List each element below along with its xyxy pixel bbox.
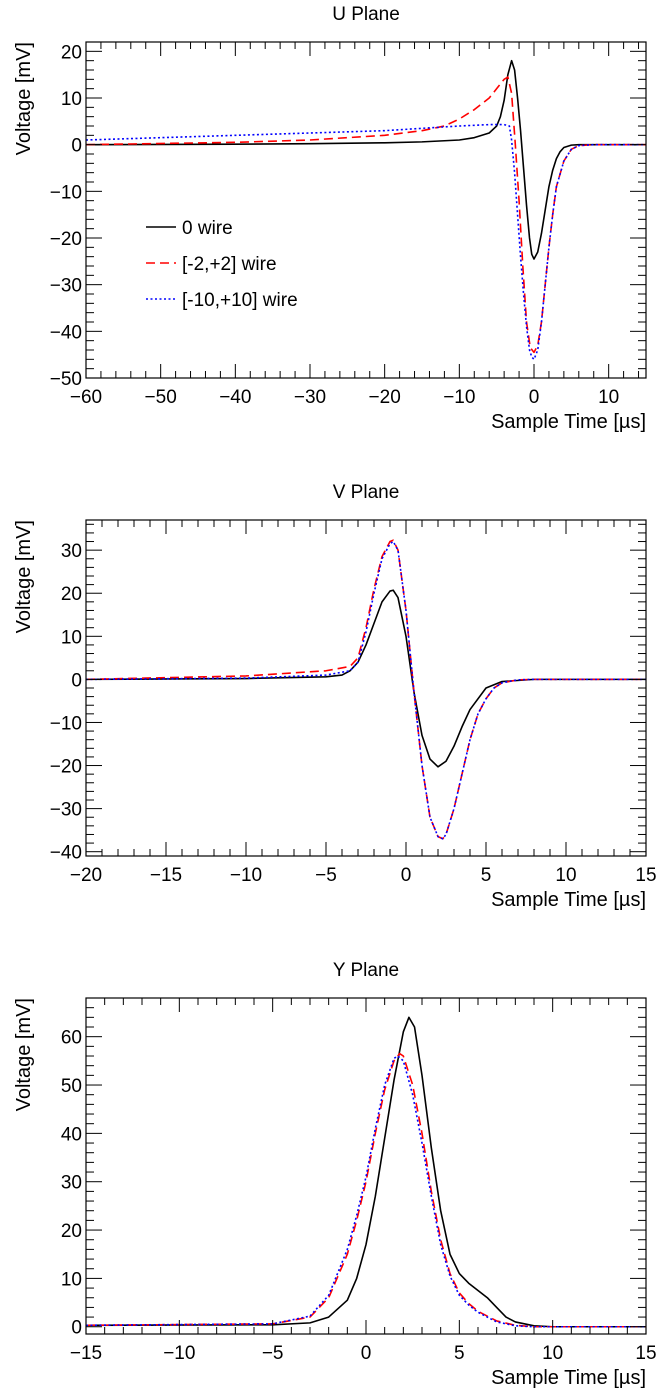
x-tick-label: −50 [145, 387, 177, 408]
series-line-2 [86, 539, 646, 840]
series-line-1 [86, 59, 646, 260]
x-tick-label: −20 [369, 387, 401, 408]
x-tick-label: 10 [555, 865, 576, 886]
x-axis-label: Sample Time [µs] [491, 1367, 646, 1389]
series-line-3 [86, 123, 646, 361]
legend-label-3: [-10,+10] wire [182, 290, 298, 311]
series-group [86, 539, 646, 840]
x-tick-label: −20 [70, 865, 102, 886]
y-tick-label: 40 [61, 1124, 82, 1145]
y-tick-label: −50 [50, 369, 82, 390]
plot-frame [85, 997, 647, 1335]
y-tick-label: 10 [61, 627, 82, 648]
y-tick-label: −30 [50, 276, 82, 297]
y-tick-label: 10 [61, 1269, 82, 1290]
chart-title: V Plane [333, 482, 400, 503]
x-tick-label: 5 [481, 865, 492, 886]
chart-title: Y Plane [333, 960, 399, 981]
y-tick-label: −20 [50, 757, 82, 778]
series-group [86, 1016, 646, 1328]
x-tick-label: 0 [401, 865, 412, 886]
x-axis-label: Sample Time [µs] [491, 411, 646, 433]
y-tick-label: 30 [61, 541, 82, 562]
chart-title: U Plane [332, 4, 400, 25]
legend: 0 wire [-2,+2] wire [-10,+10] wire [146, 218, 298, 311]
series-line-3 [86, 540, 646, 840]
x-tick-label: −60 [70, 387, 102, 408]
legend-label-1: 0 wire [182, 218, 233, 239]
x-axis-label: Sample Time [µs] [491, 889, 646, 911]
y-tick-label: −20 [50, 229, 82, 250]
x-tick-label: 0 [529, 387, 540, 408]
series-line-2 [86, 76, 646, 354]
series-group [86, 59, 646, 361]
chart-u-plane: U Plane−60 −50 −40 −30 −20 −10 0 10−50−40−30−20… [13, 4, 647, 433]
y-tick-label: −10 [50, 182, 82, 203]
y-tick-label: −10 [50, 713, 82, 734]
x-tick-label: −10 [443, 387, 475, 408]
y-tick-label: 20 [61, 42, 82, 63]
series-line-1 [86, 1016, 646, 1328]
y-tick-label: 0 [71, 670, 82, 691]
y-tick-label: 60 [61, 1028, 82, 1049]
x-tick-label: −5 [262, 1343, 284, 1364]
x-tick-label: −40 [219, 387, 251, 408]
x-tick-label: −10 [163, 1343, 195, 1364]
series-line-2 [86, 1052, 646, 1328]
y-tick-label: 0 [71, 1318, 82, 1339]
y-tick-label: 20 [61, 1221, 82, 1242]
x-tick-label: 15 [635, 1343, 656, 1364]
y-axis-label: Voltage [mV] [13, 42, 35, 155]
plot-frame [85, 519, 647, 857]
x-tick-label: 0 [361, 1343, 372, 1364]
x-tick-label: −10 [230, 865, 262, 886]
x-tick-label: −15 [150, 865, 182, 886]
y-tick-label: −40 [50, 843, 82, 864]
plot-frame [85, 41, 647, 379]
x-tick-label: 15 [635, 865, 656, 886]
y-axis-label: Voltage [mV] [13, 998, 35, 1111]
legend-label-2: [-2,+2] wire [182, 254, 277, 275]
chart-y-plane: Y Plane −15 −10 −5 0 5 10 15 0 10 20 30 40 50 60 Sample… [13, 960, 657, 1389]
x-tick-label: −5 [315, 865, 337, 886]
y-tick-label: −30 [50, 800, 82, 821]
x-tick-label: −30 [294, 387, 326, 408]
y-tick-label: 30 [61, 1173, 82, 1194]
y-tick-label: 20 [61, 584, 82, 605]
x-tick-label: −15 [70, 1343, 102, 1364]
series-line-1 [86, 589, 646, 768]
y-tick-label: 10 [61, 89, 82, 110]
y-tick-label: 50 [61, 1076, 82, 1097]
y-axis-label: Voltage [mV] [13, 520, 35, 633]
x-tick-label: 10 [598, 387, 619, 408]
x-tick-label: 5 [454, 1343, 465, 1364]
x-tick-label: 10 [542, 1343, 563, 1364]
chart-v-plane: V Plane −20 −15 −10 −5 0 5 10 15 −40 −30 −20 −10 0 10 2… [13, 482, 657, 911]
series-line-3 [86, 1055, 646, 1328]
y-tick-label: 0 [71, 136, 82, 157]
y-tick-label: −40 [50, 322, 82, 343]
